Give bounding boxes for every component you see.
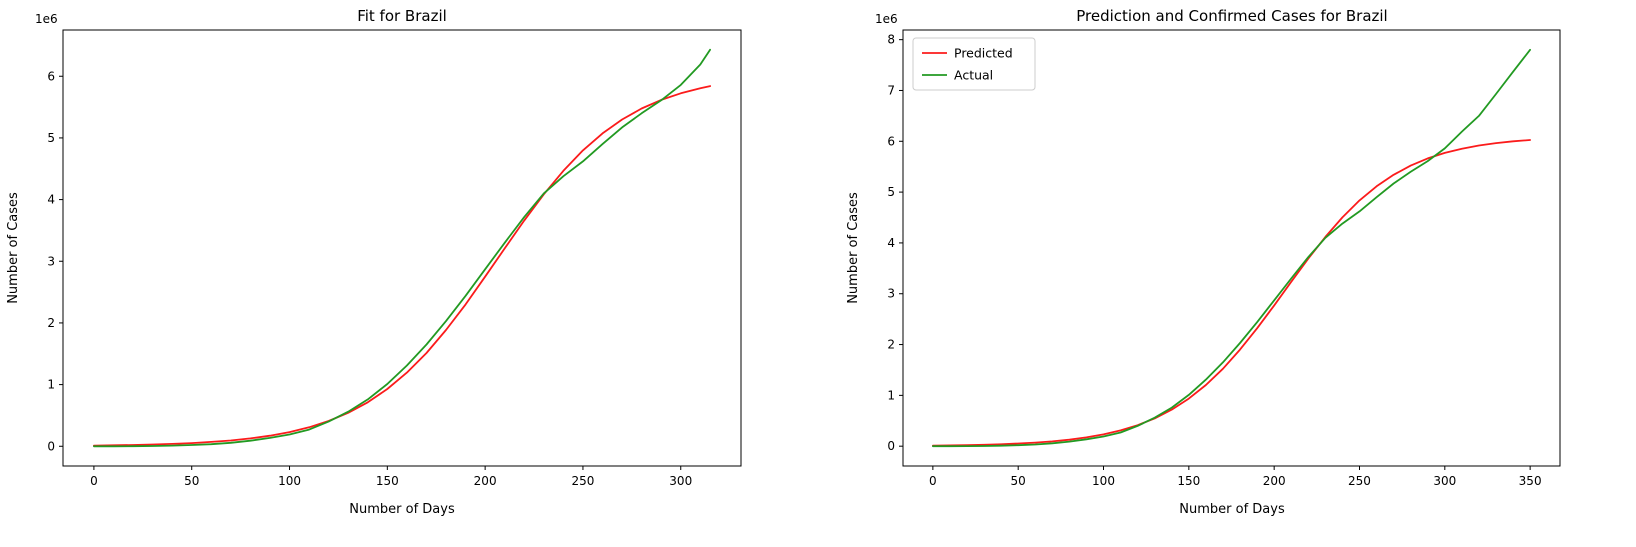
x-tick-label: 200 (1263, 474, 1286, 488)
y-tick-label: 4 (887, 236, 895, 250)
x-tick-label: 350 (1519, 474, 1542, 488)
prediction-chart: Prediction and Confirmed Cases for Brazi… (846, 7, 1561, 517)
y-tick-label: 4 (47, 193, 55, 207)
x-tick-label: 250 (1348, 474, 1371, 488)
y-tick-label: 5 (887, 185, 895, 199)
fit-plot-area: 0 50 100 150 200 250 300 0 1 2 3 4 5 6 (47, 29, 742, 488)
y-tick-label: 6 (47, 69, 55, 83)
x-tick-label: 50 (1011, 474, 1026, 488)
x-tick-label: 100 (278, 474, 301, 488)
y-tick-label: 6 (887, 134, 895, 148)
fit-chart: Fit for Brazil 1e6 Number of Days Number… (6, 7, 742, 517)
y-tick-label: 5 (47, 131, 55, 145)
figure-prediction: Prediction and Confirmed Cases for Brazi… (818, 0, 1636, 542)
series-line-predicted (932, 139, 1531, 447)
series-line-actual (93, 48, 711, 448)
y-tick-label: 7 (887, 83, 895, 97)
prediction-chart-title: Prediction and Confirmed Cases for Brazi… (1076, 7, 1387, 25)
x-tick-label: 100 (1092, 474, 1115, 488)
fit-y-offset-label: 1e6 (35, 12, 58, 26)
x-tick-label: 250 (571, 474, 594, 488)
y-tick-label: 3 (47, 254, 55, 268)
legend-label-actual: Actual (954, 68, 993, 83)
x-tick-label: 150 (376, 474, 399, 488)
x-tick-label: 0 (90, 474, 98, 488)
x-tick-label: 300 (669, 474, 692, 488)
x-tick-label: 150 (1177, 474, 1200, 488)
x-tick-label: 200 (474, 474, 497, 488)
fit-chart-title: Fit for Brazil (357, 7, 447, 25)
x-tick-label: 300 (1433, 474, 1456, 488)
series-line-fit (93, 85, 711, 447)
series-line-actual (932, 48, 1531, 448)
legend-label-predicted: Predicted (954, 46, 1013, 61)
y-tick-label: 0 (887, 439, 895, 453)
prediction-y-offset-label: 1e6 (875, 12, 898, 26)
y-tick-label: 1 (887, 388, 895, 402)
x-tick-label: 50 (184, 474, 199, 488)
y-tick-label: 2 (47, 316, 55, 330)
axes-frame (62, 29, 742, 467)
fit-xaxis-label: Number of Days (349, 502, 455, 517)
y-tick-label: 1 (47, 378, 55, 392)
legend-box (912, 37, 1036, 91)
prediction-yaxis-label: Number of Cases (846, 192, 861, 304)
axes-frame (902, 29, 1561, 467)
y-tick-label: 2 (887, 338, 895, 352)
y-tick-label: 0 (47, 439, 55, 453)
x-tick-label: 0 (929, 474, 937, 488)
y-tick-label: 3 (887, 287, 895, 301)
figure-fit: Fit for Brazil 1e6 Number of Days Number… (0, 0, 818, 542)
prediction-xaxis-label: Number of Days (1179, 502, 1285, 517)
y-tick-label: 8 (887, 33, 895, 47)
prediction-plot-area: 0 50 100 150 200 250 300 350 0 1 2 3 4 5 6 7 8 Predicted A… (887, 29, 1561, 488)
fit-yaxis-label: Number of Cases (6, 192, 21, 304)
